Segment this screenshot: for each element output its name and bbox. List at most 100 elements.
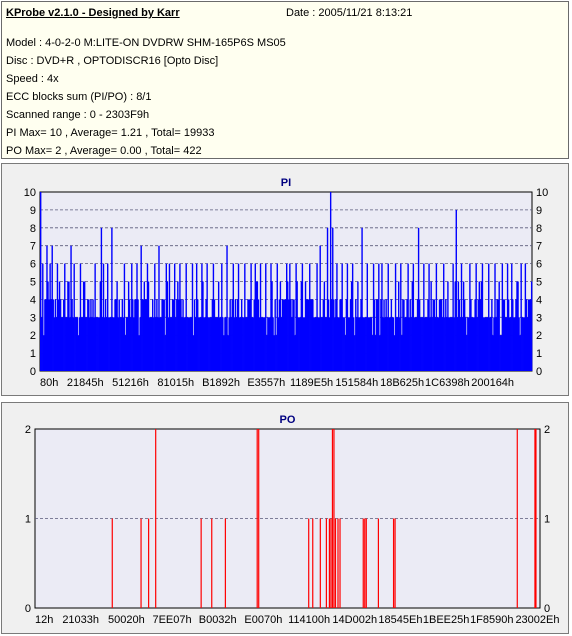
pi-bar	[57, 299, 60, 371]
pi-bar	[519, 335, 521, 371]
pi-bar	[408, 317, 410, 371]
pi-bar	[195, 263, 198, 371]
pi-bar	[475, 263, 477, 371]
pi-bar	[407, 263, 409, 371]
pi-y-tick-left: 8	[30, 223, 36, 235]
pi-bar	[347, 317, 350, 371]
pi-y-tick-right: 10	[536, 187, 548, 199]
pi-bar	[435, 263, 438, 371]
pi-bar	[342, 317, 344, 371]
pi-bar	[128, 299, 131, 371]
pi-bar	[273, 335, 275, 371]
pi-bar	[114, 299, 116, 371]
pi-bar	[231, 299, 233, 371]
pi-bar	[137, 299, 139, 371]
pi-bar	[240, 299, 243, 371]
pi-bar	[220, 317, 222, 371]
ecc-blocks: ECC blocks sum (PI/PO) : 8/1	[6, 91, 152, 103]
pi-bar	[226, 245, 228, 371]
scanned-range: Scanned range : 0 - 2303F9h	[6, 109, 150, 121]
pi-bar	[190, 317, 193, 371]
pi-bar	[306, 299, 309, 371]
po-y-tick-right: 1	[544, 514, 550, 526]
po-x-tick-label: 21033h	[62, 614, 99, 626]
drive-model: Model : 4-0-2-0 M:LITE-ON DVDRW SHM-165P…	[6, 37, 286, 49]
pi-y-tick-right: 1	[536, 348, 542, 360]
pi-bar	[187, 317, 189, 371]
pi-bar	[521, 317, 523, 371]
pi-bar	[361, 227, 363, 371]
pi-bar	[461, 317, 464, 371]
pi-bar	[248, 299, 250, 371]
pi-bar	[484, 317, 487, 371]
pi-bar	[93, 317, 95, 371]
pi-bar	[352, 317, 355, 371]
pi-bar	[274, 299, 276, 371]
pi-bar	[433, 299, 435, 371]
pi-y-tick-right: 6	[536, 259, 542, 271]
pi-bar	[219, 317, 221, 371]
pi-bar	[53, 317, 56, 371]
po-y-tick-left: 2	[25, 424, 31, 436]
pi-bar	[444, 317, 446, 371]
pi-bar	[197, 299, 199, 371]
pi-bar	[242, 317, 244, 371]
pi-bar	[82, 281, 85, 371]
pi-bar	[184, 317, 186, 371]
pi-bar	[227, 335, 229, 371]
pi-bar	[413, 317, 416, 371]
pi-bar	[286, 263, 288, 371]
pi-bar	[238, 317, 241, 371]
po-stats: PO Max= 2 , Average= 0.00 , Total= 422	[6, 145, 202, 157]
pi-bar	[179, 263, 181, 371]
pi-bar	[385, 299, 387, 371]
pi-bar	[252, 317, 254, 371]
pi-bar	[280, 317, 283, 371]
pi-bar	[183, 317, 185, 371]
pi-bar	[58, 281, 61, 371]
pi-bar	[336, 263, 338, 371]
pi-bar	[45, 299, 47, 371]
pi-bar	[386, 317, 388, 371]
pi-bar	[382, 317, 384, 371]
pi-bar	[225, 317, 227, 371]
pi-bar	[260, 317, 263, 371]
pi-bar	[164, 335, 166, 371]
pi-bar	[262, 317, 265, 371]
pi-bar	[177, 281, 179, 371]
pi-bar	[376, 299, 378, 371]
pi-bar	[527, 299, 530, 371]
pi-bar	[159, 317, 161, 371]
pi-bar	[81, 317, 84, 371]
pi-bar	[91, 317, 93, 371]
pi-bar	[522, 317, 524, 371]
pi-bar	[320, 317, 322, 371]
pi-bar	[405, 317, 407, 371]
pi-bar	[251, 317, 253, 371]
pi-bar	[173, 263, 176, 371]
pi-bar	[362, 317, 364, 371]
po-x-tick-label: 114100h	[288, 614, 330, 626]
pi-bar	[244, 263, 246, 371]
pi-bar	[98, 317, 101, 371]
pi-bar	[345, 299, 348, 371]
pi-x-tick-label: B1892h	[202, 377, 240, 389]
pi-bar	[506, 263, 509, 371]
pi-bar	[388, 317, 390, 371]
pi-bar	[490, 317, 492, 371]
pi-bar	[223, 335, 225, 371]
pi-bar	[191, 263, 194, 371]
pi-bar	[92, 299, 94, 371]
pi-bar	[123, 263, 126, 371]
pi-bar	[185, 263, 187, 371]
pi-bar	[334, 317, 336, 371]
pi-bar	[419, 317, 422, 371]
pi-bar	[325, 317, 328, 371]
po-chart-panel: 0 0 1 1 2 2 PO 12h 21033h 50020h 7EE07h B0032h E0070…	[1, 402, 569, 634]
pi-bar	[446, 317, 448, 371]
pi-bar	[121, 299, 124, 371]
pi-bar	[301, 263, 304, 371]
pi-bar	[349, 299, 352, 371]
po-x-tick-label: B0032h	[199, 614, 237, 626]
pi-bar	[234, 299, 237, 371]
